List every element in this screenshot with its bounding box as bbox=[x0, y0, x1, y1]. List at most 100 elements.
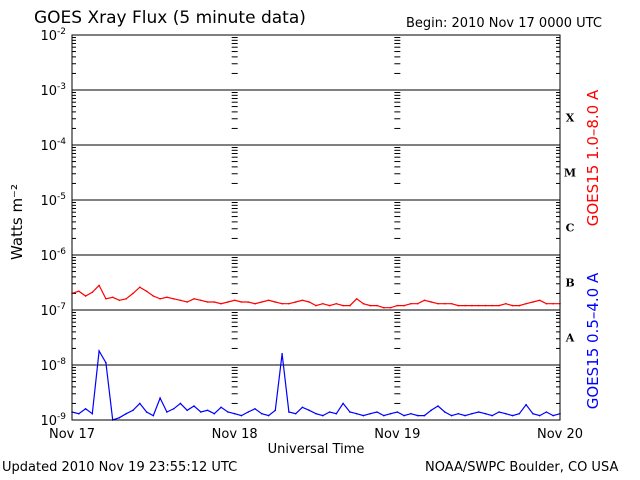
data-point bbox=[450, 414, 453, 417]
data-point bbox=[505, 302, 507, 305]
data-point bbox=[491, 304, 494, 307]
y-tick-label: 10-3 bbox=[40, 82, 66, 99]
data-point bbox=[105, 298, 107, 300]
data-point bbox=[159, 397, 161, 399]
data-point bbox=[288, 302, 290, 305]
data-point bbox=[362, 302, 365, 305]
data-point bbox=[118, 416, 121, 419]
y-tick-labels: 10-9 10-8 10-7 10-6 10-5 10-4 10-3 10-2 bbox=[40, 27, 66, 429]
data-point bbox=[315, 412, 317, 415]
data-point bbox=[254, 302, 256, 305]
data-point bbox=[125, 298, 127, 300]
data-point bbox=[457, 412, 460, 415]
data-point bbox=[179, 402, 182, 405]
data-point bbox=[505, 412, 507, 415]
series-group bbox=[71, 284, 561, 421]
data-point bbox=[450, 302, 453, 305]
x-tick-label: Nov 18 bbox=[212, 427, 258, 442]
data-point bbox=[84, 295, 87, 297]
data-point bbox=[105, 361, 107, 364]
data-point bbox=[423, 299, 426, 302]
y-tick-label: 10-8 bbox=[40, 357, 66, 374]
data-point bbox=[206, 409, 209, 412]
plot-frame bbox=[71, 34, 561, 421]
data-point bbox=[389, 306, 392, 309]
flare-class-label: M bbox=[564, 167, 576, 180]
data-point bbox=[369, 304, 372, 307]
data-point bbox=[477, 304, 480, 307]
data-point bbox=[376, 304, 378, 307]
data-point bbox=[220, 406, 222, 409]
data-point bbox=[416, 414, 419, 417]
data-point bbox=[403, 414, 405, 417]
chart-title: GOES Xray Flux (5 minute data) bbox=[34, 8, 306, 28]
y-tick-label: 10-5 bbox=[40, 192, 66, 209]
data-point bbox=[552, 414, 554, 417]
data-point bbox=[410, 302, 412, 305]
data-point bbox=[200, 299, 202, 302]
data-point bbox=[186, 409, 188, 412]
y-axis-label: Watts m⁻² bbox=[8, 184, 26, 260]
data-point bbox=[220, 302, 222, 305]
data-point bbox=[308, 409, 311, 412]
data-point bbox=[416, 302, 419, 305]
data-point bbox=[233, 412, 236, 415]
updated-timestamp: Updated 2010 Nov 19 23:55:12 UTC bbox=[2, 460, 238, 475]
data-point bbox=[518, 304, 521, 307]
data-point bbox=[91, 412, 94, 415]
data-point bbox=[355, 298, 358, 300]
data-point bbox=[118, 299, 121, 302]
data-point bbox=[423, 414, 426, 417]
data-point bbox=[301, 406, 304, 409]
data-point bbox=[111, 296, 114, 299]
y-tick-label: 10-9 bbox=[40, 412, 66, 429]
data-point bbox=[145, 290, 148, 293]
data-point bbox=[342, 402, 344, 405]
y-tick-label: 10-7 bbox=[40, 302, 66, 319]
data-point bbox=[152, 295, 155, 297]
data-point bbox=[261, 412, 263, 415]
legend-long-channel: GOES15 1.0–8.0 A bbox=[584, 89, 602, 226]
data-point bbox=[145, 411, 148, 413]
data-point bbox=[281, 302, 283, 305]
data-point bbox=[179, 299, 182, 302]
data-point bbox=[369, 412, 372, 415]
data-point bbox=[538, 414, 541, 417]
data-point bbox=[308, 301, 311, 303]
data-point bbox=[91, 291, 94, 294]
data-point bbox=[471, 412, 473, 415]
data-point bbox=[186, 301, 188, 303]
data-point bbox=[545, 302, 548, 305]
data-point bbox=[166, 411, 168, 413]
data-point bbox=[383, 414, 385, 417]
data-point bbox=[294, 301, 297, 303]
data-point bbox=[532, 301, 534, 303]
data-point bbox=[172, 298, 175, 300]
data-point bbox=[98, 350, 100, 352]
data-point bbox=[172, 408, 175, 410]
data-point bbox=[511, 304, 514, 307]
data-point bbox=[193, 405, 195, 407]
data-point bbox=[281, 353, 283, 355]
data-point bbox=[254, 408, 256, 410]
data-point bbox=[410, 412, 412, 415]
data-point bbox=[328, 304, 331, 307]
data-point bbox=[376, 411, 378, 413]
data-point bbox=[98, 284, 100, 287]
data-point bbox=[335, 412, 338, 415]
data-point bbox=[396, 304, 399, 307]
y-tick-label: 10-6 bbox=[40, 247, 66, 264]
data-point bbox=[200, 411, 202, 413]
data-point bbox=[139, 402, 141, 405]
data-point bbox=[383, 306, 385, 309]
data-point bbox=[288, 411, 290, 413]
data-point bbox=[84, 408, 87, 410]
data-point bbox=[125, 412, 127, 415]
data-point bbox=[78, 412, 80, 415]
data-point bbox=[240, 301, 243, 303]
data-point bbox=[389, 412, 392, 415]
x-tick-label: Nov 17 bbox=[49, 427, 95, 442]
data-point bbox=[206, 301, 209, 303]
data-point bbox=[464, 304, 466, 307]
